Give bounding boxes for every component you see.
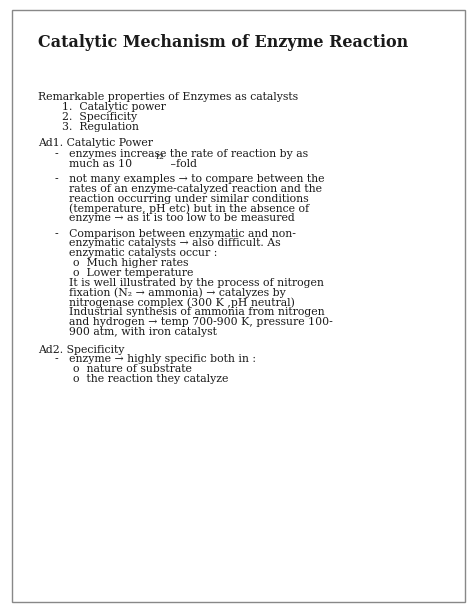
Text: 900 atm, with iron catalyst: 900 atm, with iron catalyst	[55, 327, 217, 337]
FancyBboxPatch shape	[12, 10, 465, 602]
Text: -   Comparison between enzymatic and non-: - Comparison between enzymatic and non-	[55, 229, 295, 238]
Text: reaction occurring under similar conditions: reaction occurring under similar conditi…	[55, 194, 308, 204]
Text: -   enzymes increase the rate of reaction by as: - enzymes increase the rate of reaction …	[55, 149, 308, 159]
Text: o  Much higher rates: o Much higher rates	[73, 258, 189, 268]
Text: and hydrogen → temp 700-900 K, pressure 100-: and hydrogen → temp 700-900 K, pressure …	[55, 317, 332, 327]
Text: 12: 12	[154, 153, 164, 161]
Text: enzyme → as it is too low to be measured: enzyme → as it is too low to be measured	[55, 213, 294, 223]
Text: It is well illustrated by the process of nitrogen: It is well illustrated by the process of…	[55, 278, 323, 287]
Text: o  nature of substrate: o nature of substrate	[73, 364, 192, 374]
Text: o  the reaction they catalyze: o the reaction they catalyze	[73, 374, 229, 384]
Text: fixation (N₂ → ammonia) → catalyzes by: fixation (N₂ → ammonia) → catalyzes by	[55, 287, 285, 298]
Text: 1.  Catalytic power: 1. Catalytic power	[62, 102, 165, 112]
Text: rates of an enzyme-catalyzed reaction and the: rates of an enzyme-catalyzed reaction an…	[55, 184, 321, 194]
Text: Ad2. Specificity: Ad2. Specificity	[38, 345, 124, 354]
Text: nitrogenase complex (300 K ,pH neutral): nitrogenase complex (300 K ,pH neutral)	[55, 297, 294, 308]
Text: Remarkable properties of Enzymes as catalysts: Remarkable properties of Enzymes as cata…	[38, 92, 298, 102]
Text: enzymatic catalysts occur :: enzymatic catalysts occur :	[55, 248, 217, 258]
Text: Catalytic Mechanism of Enzyme Reaction: Catalytic Mechanism of Enzyme Reaction	[38, 34, 408, 51]
Text: 3.  Regulation: 3. Regulation	[62, 122, 138, 132]
Text: –fold: –fold	[167, 159, 197, 169]
Text: (temperature, pH etc) but in the absence of: (temperature, pH etc) but in the absence…	[55, 204, 309, 214]
Text: -   not many examples → to compare between the: - not many examples → to compare between…	[55, 174, 324, 184]
Text: much as 10: much as 10	[55, 159, 132, 169]
Text: 2.  Specificity: 2. Specificity	[62, 112, 137, 122]
Text: Ad1. Catalytic Power: Ad1. Catalytic Power	[38, 138, 153, 148]
Text: Industrial synthesis of ammonia from nitrogen: Industrial synthesis of ammonia from nit…	[55, 307, 324, 317]
Text: o  Lower temperature: o Lower temperature	[73, 268, 194, 278]
Text: -   enzyme → highly specific both in :: - enzyme → highly specific both in :	[55, 354, 255, 364]
Text: enzymatic catalysts → also difficult. As: enzymatic catalysts → also difficult. As	[55, 238, 280, 248]
